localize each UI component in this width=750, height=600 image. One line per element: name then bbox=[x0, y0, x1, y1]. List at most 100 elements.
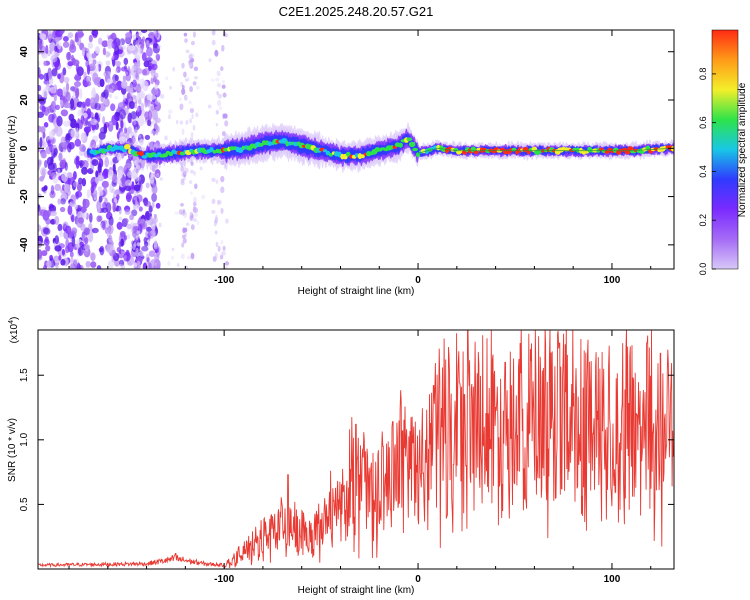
noise-blob bbox=[190, 224, 195, 231]
noise-blob bbox=[54, 183, 62, 192]
noise-blob bbox=[222, 92, 227, 98]
noise-blob bbox=[134, 159, 137, 163]
noise-blob bbox=[73, 204, 78, 210]
spectrogram-x-tick-label: 100 bbox=[604, 275, 621, 286]
noise-blob bbox=[201, 194, 206, 200]
spectrogram-x-tick-label: 0 bbox=[415, 275, 421, 286]
noise-blob bbox=[76, 262, 81, 269]
noise-blob bbox=[192, 124, 196, 131]
noise-blob bbox=[93, 30, 98, 38]
noise-blob bbox=[39, 209, 47, 217]
noise-blob bbox=[57, 223, 63, 232]
noise-blob bbox=[102, 187, 108, 196]
noise-blob bbox=[128, 45, 136, 52]
noise-blob bbox=[39, 175, 44, 182]
noise-blob bbox=[214, 230, 218, 235]
noise-blob bbox=[53, 127, 59, 133]
noise-blob bbox=[115, 60, 121, 67]
noise-blob bbox=[120, 238, 125, 247]
noise-blob bbox=[132, 136, 137, 144]
colorbar: 0.0 0.2 0.4 0.6 0.8 Normalized spectral ampl… bbox=[698, 29, 748, 275]
noise-blob bbox=[91, 52, 97, 59]
noise-blob bbox=[183, 71, 187, 78]
noise-blob bbox=[88, 231, 94, 243]
noise-blob bbox=[107, 71, 112, 76]
noise-blob bbox=[70, 129, 77, 139]
noise-blob bbox=[145, 37, 153, 44]
noise-blob bbox=[190, 40, 195, 46]
noise-blob bbox=[219, 254, 224, 260]
noise-blob bbox=[98, 247, 104, 253]
colorbar-tick-label: 0.4 bbox=[698, 165, 708, 178]
noise-blob bbox=[181, 84, 185, 90]
noise-blob bbox=[91, 227, 99, 234]
noise-blob bbox=[111, 173, 118, 183]
noise-blob bbox=[124, 185, 132, 192]
noise-blob bbox=[115, 67, 118, 74]
noise-blob bbox=[186, 77, 190, 82]
noise-blob bbox=[48, 68, 53, 80]
ridge-core-cell bbox=[518, 147, 522, 153]
noise-blob bbox=[147, 262, 152, 269]
noise-blob bbox=[62, 86, 67, 98]
noise-blob bbox=[155, 202, 161, 209]
noise-blob bbox=[46, 209, 51, 217]
noise-blob bbox=[72, 170, 77, 180]
snr-x-ticks: -100 0 100 bbox=[68, 330, 652, 585]
noise-blob bbox=[56, 115, 63, 127]
snr-scale-exponent: 4 bbox=[8, 320, 15, 324]
noise-blob bbox=[165, 76, 169, 81]
noise-blob bbox=[195, 85, 200, 90]
noise-blob bbox=[217, 93, 223, 99]
noise-blob bbox=[154, 114, 158, 124]
snr-plot-area bbox=[38, 330, 674, 569]
noise-blob bbox=[199, 166, 203, 171]
noise-blob bbox=[121, 45, 126, 50]
noise-blob bbox=[123, 257, 127, 263]
noise-blob bbox=[101, 91, 106, 98]
noise-blob bbox=[126, 223, 132, 230]
noise-blob bbox=[109, 160, 113, 166]
noise-blob bbox=[77, 217, 85, 224]
noise-blob bbox=[136, 92, 144, 100]
noise-blob bbox=[57, 73, 61, 80]
noise-blob bbox=[108, 88, 113, 93]
noise-blob bbox=[176, 262, 180, 267]
noise-blob bbox=[137, 42, 140, 48]
noise-blob bbox=[59, 230, 63, 238]
noise-blob bbox=[51, 100, 56, 111]
ridge-core-cell bbox=[328, 153, 333, 157]
noise-blob bbox=[133, 196, 138, 201]
spectrogram-y-ticks: -40 -20 0 20 40 bbox=[19, 46, 674, 252]
noise-blob bbox=[151, 192, 157, 203]
noise-blob bbox=[126, 50, 131, 56]
noise-blob bbox=[137, 47, 142, 53]
noise-blob bbox=[120, 66, 127, 72]
noise-blob bbox=[62, 41, 70, 48]
noise-blob bbox=[102, 221, 106, 231]
snr-y-tick-label: 1.0 bbox=[19, 432, 30, 446]
noise-blob bbox=[42, 227, 49, 235]
noise-blob bbox=[190, 191, 193, 195]
noise-blob bbox=[145, 39, 150, 45]
noise-blob bbox=[74, 37, 79, 43]
noise-blob bbox=[90, 261, 97, 268]
noise-blob bbox=[157, 44, 162, 49]
noise-blob bbox=[111, 55, 115, 60]
noise-blob bbox=[43, 185, 48, 191]
noise-blob bbox=[160, 93, 165, 99]
noise-blob bbox=[103, 70, 111, 78]
noise-blob bbox=[134, 53, 138, 59]
noise-blob bbox=[138, 134, 142, 139]
noise-blob bbox=[90, 118, 98, 126]
noise-blob bbox=[62, 96, 67, 103]
noise-blob bbox=[69, 263, 75, 269]
noise-blob bbox=[141, 52, 147, 62]
noise-blob bbox=[154, 262, 157, 266]
noise-blob bbox=[77, 210, 85, 220]
noise-blob bbox=[190, 252, 195, 260]
spectrogram-plot-area bbox=[38, 30, 674, 269]
noise-blob bbox=[135, 72, 139, 78]
noise-blob bbox=[152, 131, 156, 136]
noise-blob bbox=[194, 183, 198, 190]
